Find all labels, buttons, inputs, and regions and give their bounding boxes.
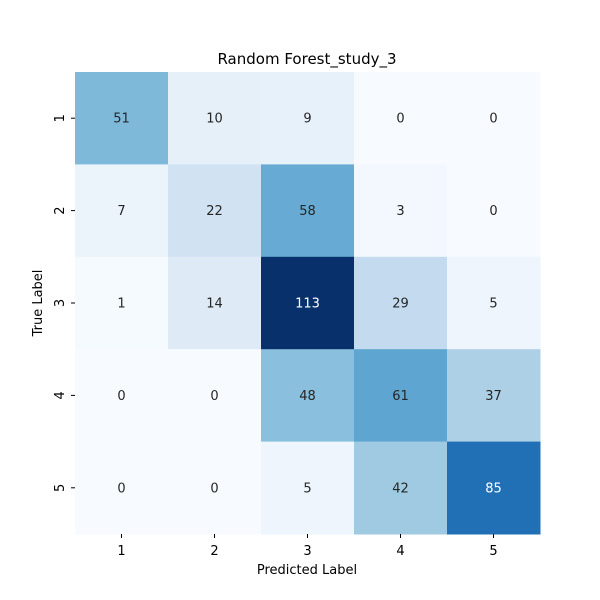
heatmap-cell-4-1 bbox=[75, 349, 169, 443]
heatmap-cell-5-2 bbox=[168, 441, 262, 535]
cell-value-label-2-4: 3 bbox=[396, 204, 404, 219]
heatmap-cell-3-1 bbox=[75, 256, 169, 350]
heatmap-cell-3-4 bbox=[354, 256, 448, 350]
y-axis-ticks: 1 2 3 4 5 bbox=[53, 114, 75, 492]
heatmap-cell-1-2 bbox=[168, 72, 262, 165]
x-tick-label-2: 2 bbox=[210, 544, 218, 559]
heatmap-cell-5-3 bbox=[261, 441, 355, 535]
heatmap-cell-2-4 bbox=[354, 164, 448, 258]
x-axis-label: Predicted Label bbox=[257, 563, 357, 578]
cell-value-label-2-2: 22 bbox=[206, 204, 223, 219]
cell-value-label-2-1: 7 bbox=[117, 204, 125, 219]
cell-value-label-5-1: 0 bbox=[117, 481, 125, 496]
x-tick-label-1: 1 bbox=[117, 544, 125, 559]
heatmap-cell-3-5 bbox=[447, 256, 541, 350]
x-axis-ticks: 1 2 3 4 5 bbox=[117, 534, 498, 559]
cell-value-label-5-4: 42 bbox=[392, 481, 409, 496]
heatmap-cell-1-4 bbox=[354, 72, 448, 165]
cell-value-label-3-4: 29 bbox=[392, 297, 409, 312]
cell-value-label-3-5: 5 bbox=[489, 297, 497, 312]
cell-value-label-1-3: 9 bbox=[303, 112, 311, 127]
cell-value-label-1-1: 51 bbox=[113, 112, 130, 127]
y-tick-label-2: 2 bbox=[53, 206, 68, 214]
cell-value-label-5-2: 0 bbox=[210, 481, 218, 496]
heatmap-cell-1-1 bbox=[75, 72, 169, 165]
heatmap-cell-5-4 bbox=[354, 441, 448, 535]
cell-value-label-2-3: 58 bbox=[299, 204, 316, 219]
y-tick-label-5: 5 bbox=[53, 484, 68, 492]
chart-title: Random Forest_study_3 bbox=[217, 50, 396, 69]
cell-value-label-2-5: 0 bbox=[489, 204, 497, 219]
heatmap-cell-1-5 bbox=[447, 72, 541, 165]
x-tick-label-5: 5 bbox=[489, 544, 497, 559]
heatmap-cell-3-3 bbox=[261, 256, 355, 350]
heatmap-cell-3-2 bbox=[168, 256, 262, 350]
cell-value-label-4-1: 0 bbox=[117, 389, 125, 404]
heatmap-cell-2-1 bbox=[75, 164, 169, 258]
cell-value-label-3-1: 1 bbox=[117, 297, 125, 312]
cell-value-label-4-5: 37 bbox=[485, 389, 502, 404]
cell-value-label-1-2: 10 bbox=[206, 112, 223, 127]
heatmap-cell-4-5 bbox=[447, 349, 541, 443]
cell-value-label-3-3: 113 bbox=[295, 297, 320, 312]
y-tick-label-3: 3 bbox=[53, 299, 68, 307]
heatmap-cell-2-2 bbox=[168, 164, 262, 258]
cell-value-label-1-4: 0 bbox=[396, 112, 404, 127]
heatmap-cell-4-3 bbox=[261, 349, 355, 443]
heatmap-cell-2-5 bbox=[447, 164, 541, 258]
heatmap-cell-4-2 bbox=[168, 349, 262, 443]
heatmap-cells: 51 10 9 0 0 7 22 58 3 0 1 14 113 29 5 0 0 48 61 37 0 0 5 42 85 bbox=[75, 72, 541, 535]
heatmap-cell-2-3 bbox=[261, 164, 355, 258]
y-axis-label: True Label bbox=[31, 270, 46, 338]
y-tick-label-4: 4 bbox=[53, 391, 68, 399]
cell-value-label-1-5: 0 bbox=[489, 112, 497, 127]
y-tick-label-1: 1 bbox=[53, 114, 68, 122]
cell-value-label-4-3: 48 bbox=[299, 389, 316, 404]
heatmap-cell-4-4 bbox=[354, 349, 448, 443]
cell-value-label-4-2: 0 bbox=[210, 389, 218, 404]
cell-value-label-5-5: 85 bbox=[485, 481, 502, 496]
cell-value-label-4-4: 61 bbox=[392, 389, 409, 404]
x-tick-label-4: 4 bbox=[396, 544, 404, 559]
cell-value-label-3-2: 14 bbox=[206, 297, 223, 312]
heatmap-cell-5-1 bbox=[75, 441, 169, 535]
heatmap-cell-1-3 bbox=[261, 72, 355, 165]
cell-value-label-5-3: 5 bbox=[303, 481, 311, 496]
x-tick-label-3: 3 bbox=[303, 544, 311, 559]
heatmap-cell-5-5 bbox=[447, 441, 541, 535]
